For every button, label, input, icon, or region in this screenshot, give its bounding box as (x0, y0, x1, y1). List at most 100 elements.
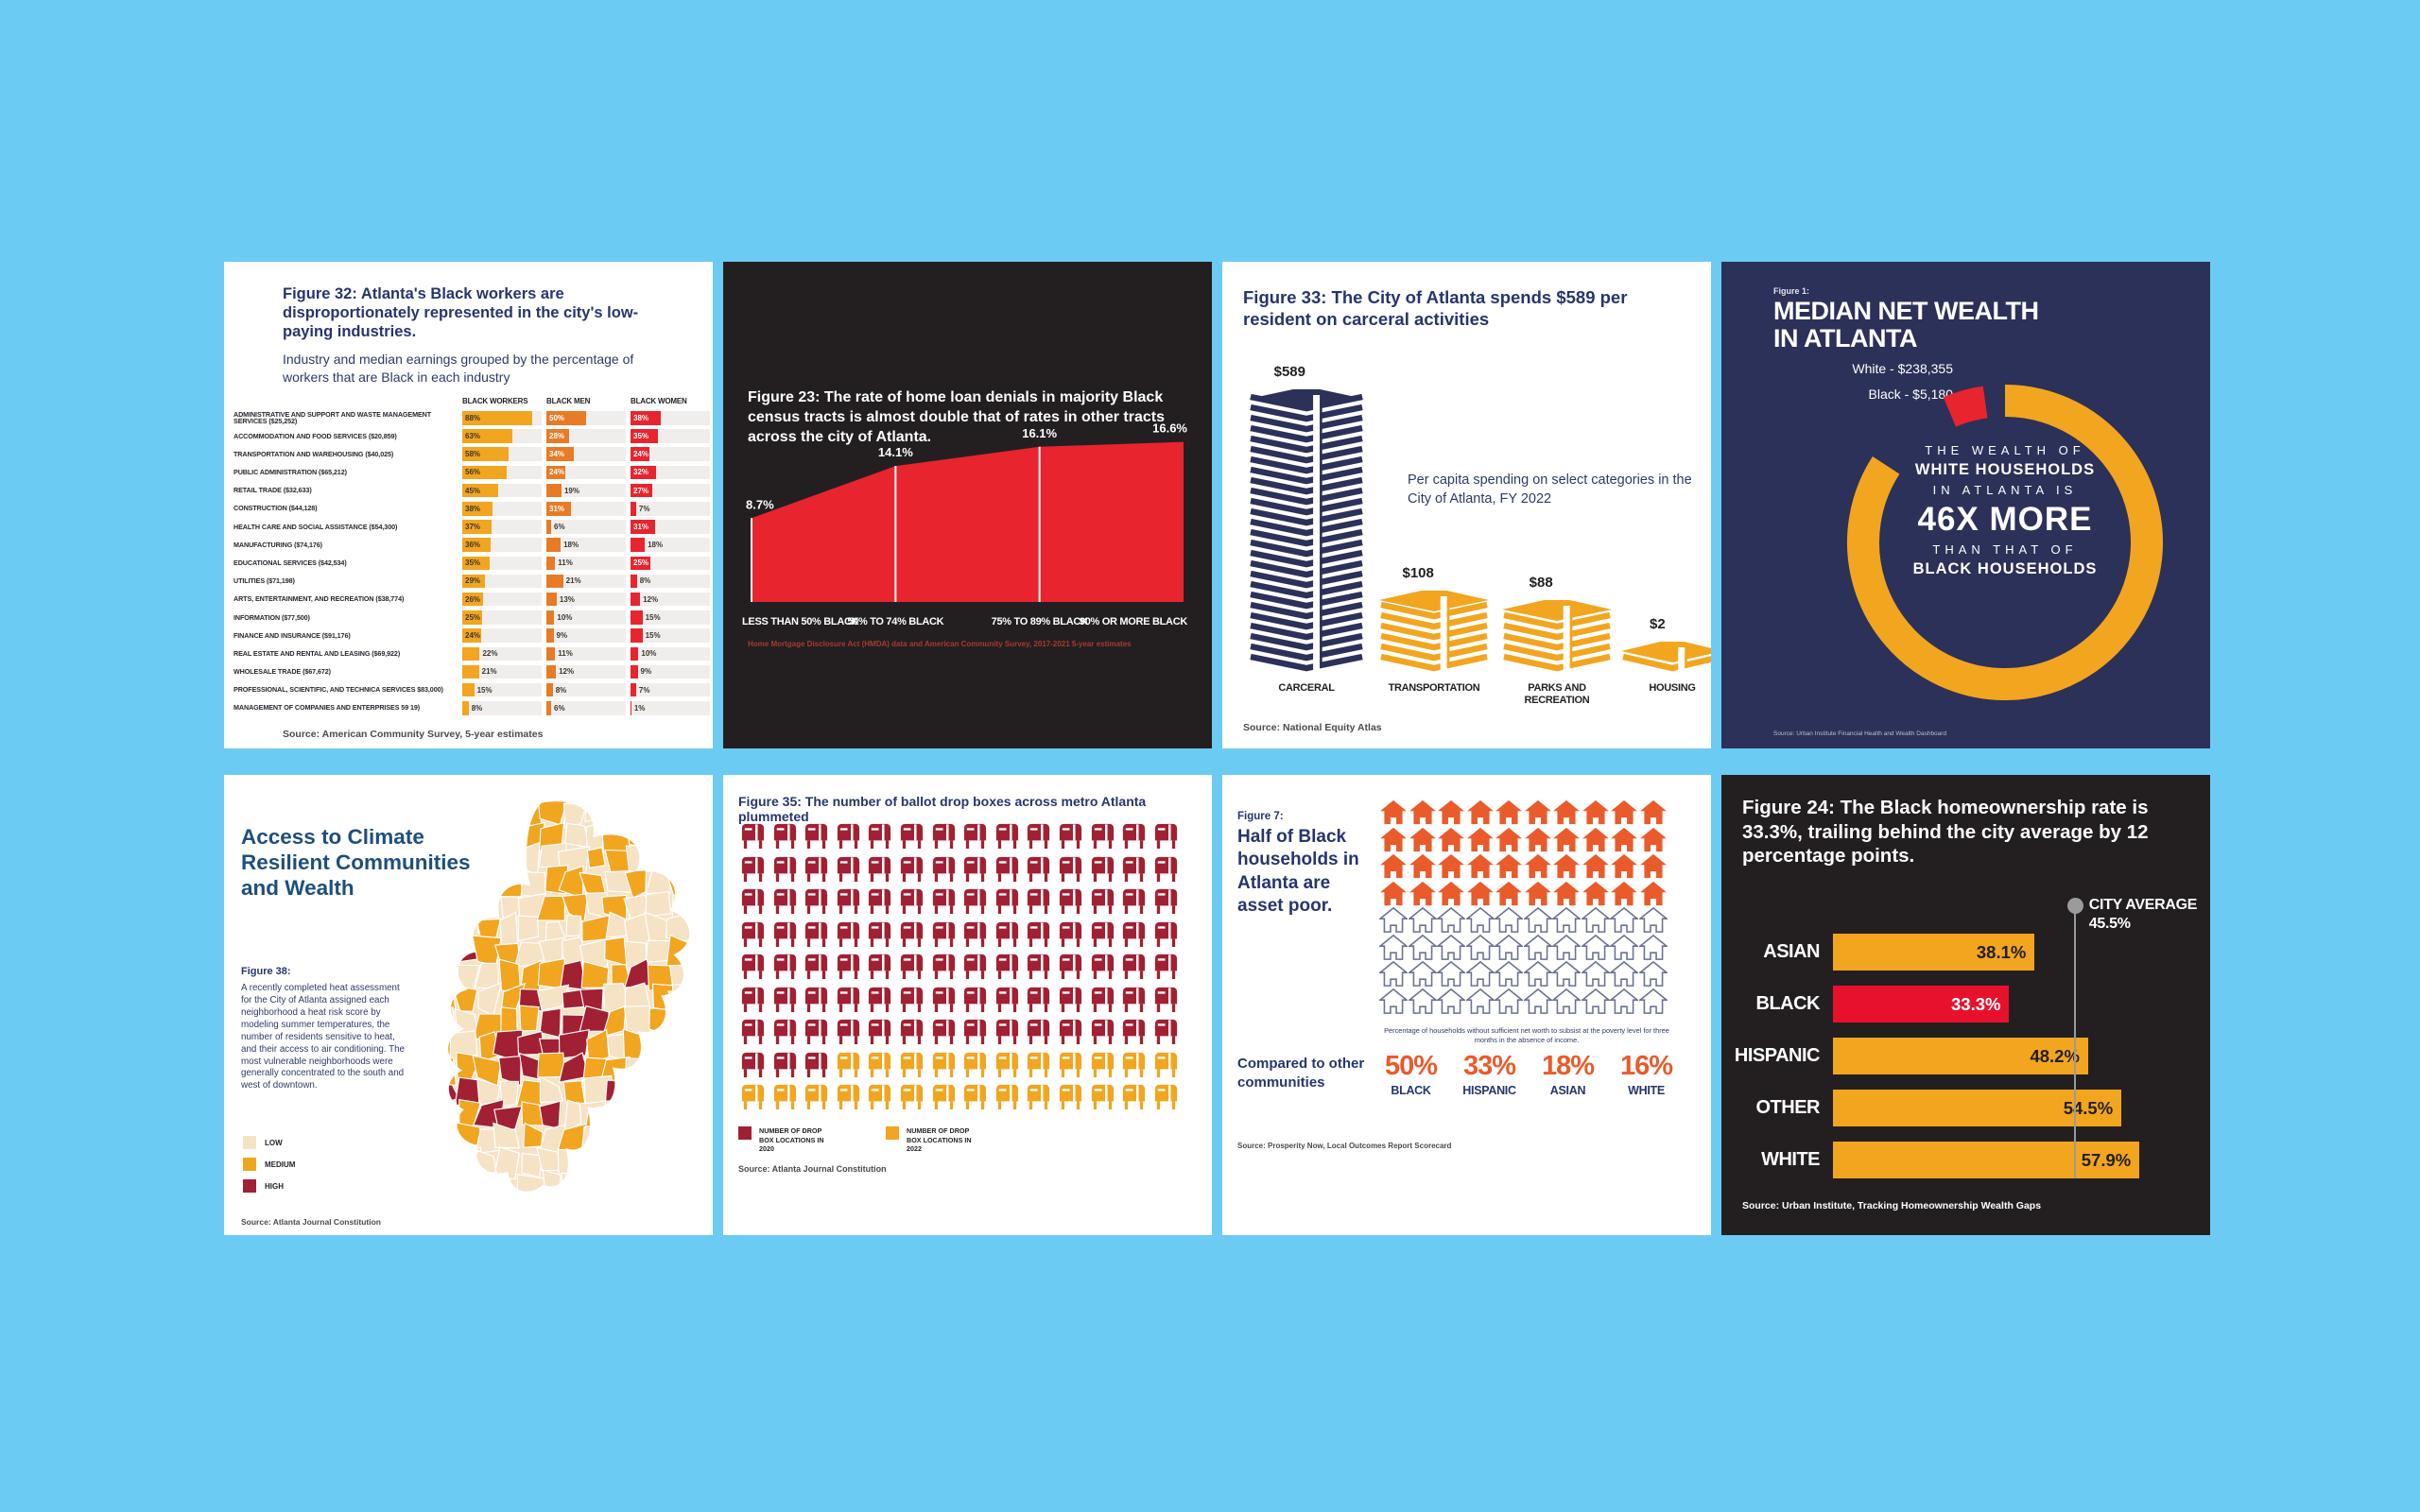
map-cell (602, 1125, 628, 1153)
house-icon (1438, 827, 1464, 851)
map-cell (647, 1122, 674, 1158)
bar (631, 411, 661, 425)
map-cell (472, 869, 502, 896)
wealth-legend: White - $238,355 Black - $5,180 (1852, 356, 1953, 408)
map-cell (493, 803, 525, 823)
bar (462, 664, 479, 679)
dropbox-icon (1059, 987, 1082, 1012)
asset-poor-stats: 50% BLACK 33% HISPANIC 18% ASIAN 16% WHITE (1372, 1051, 1685, 1097)
bar-value-label: 7% (638, 685, 650, 695)
industry-bar-cell: 12% (546, 664, 631, 679)
bar-track (631, 646, 710, 662)
industry-bar-cell: 21% (462, 664, 546, 679)
panel-dropboxes: Figure 35: The number of ballot drop box… (723, 775, 1212, 1235)
bar-track (546, 701, 626, 715)
industry-row: ADMINISTRATIVE AND SUPPORT AND WASTE MAN… (233, 409, 713, 427)
house-icon (1466, 827, 1494, 851)
bar-value-label: 45% (465, 486, 481, 495)
map-cell (582, 1196, 606, 1217)
dropbox-icon (1059, 856, 1082, 882)
map-cell (447, 800, 457, 827)
bar (546, 701, 552, 715)
money-stack: $2 HOUSING (1621, 616, 1711, 694)
dropbox-icon (773, 954, 796, 980)
dropbox-icon (1154, 1019, 1177, 1045)
industry-row: ARTS, ENTERTAINMENT, AND RECREATION ($38… (233, 591, 713, 609)
bar-value-label: 6% (554, 703, 565, 713)
dropbox-icon (805, 823, 828, 850)
industry-bar-cell: 32% (631, 465, 713, 480)
house-icon (1638, 934, 1668, 960)
bar-value-label: 18% (648, 541, 664, 550)
dropbox-icon (837, 1019, 859, 1045)
map-cell (668, 1147, 691, 1178)
map-cell (668, 821, 691, 852)
bar (546, 610, 555, 625)
map-cell (499, 1080, 520, 1108)
asset-poor-figure-label: Figure 7: (1237, 811, 1284, 822)
map-cell (645, 802, 674, 830)
col-black-workers: BLACK WORKERS (462, 396, 528, 405)
dropbox-icon (995, 987, 1018, 1012)
dropbox-icon (805, 1052, 828, 1077)
house-icon (1379, 907, 1408, 933)
wealth-donut-chart (1847, 385, 2163, 700)
bar (462, 574, 486, 589)
map-cell (536, 984, 570, 1011)
industry-bar-cell: 37% (462, 520, 546, 534)
dropbox-icon (1123, 954, 1146, 980)
house-icon (1466, 799, 1494, 825)
bar (631, 483, 652, 498)
bar (546, 682, 553, 697)
dropbox-icon (1059, 1019, 1082, 1045)
bar-value-label: 8% (471, 703, 483, 713)
industry-bar-cell: 22% (462, 646, 546, 662)
dropbox-icon (805, 888, 828, 915)
wealth-center-text: THE WEALTH OF WHITE HOUSEHOLDS IN ATLANT… (1912, 443, 2098, 577)
stat-item: 18% ASIAN (1529, 1051, 1607, 1097)
industry-bar-cell: 29% (462, 574, 546, 589)
map-cell (650, 1076, 676, 1110)
industry-bar-cell: 34% (546, 447, 631, 461)
bar: 54.5% (1833, 1090, 2122, 1126)
dropbox-icon (1059, 888, 1082, 915)
industry-row-label: PUBLIC ADMINISTRATION ($65,212) (233, 468, 347, 477)
house-icon (1638, 961, 1668, 987)
house-icon (1553, 799, 1580, 825)
dropbox-icon (1123, 1019, 1146, 1045)
map-cell (667, 1128, 691, 1155)
industry-row: INFORMATION ($77,500) 25% 10% 15% (233, 609, 713, 627)
dropbox-icon (900, 987, 924, 1012)
map-cell (471, 890, 499, 918)
bar-value-label: 15% (645, 612, 661, 622)
panel-industry: Figure 32: Atlanta's Black workers are d… (224, 262, 713, 748)
industry-bar-cell: 15% (462, 682, 546, 697)
industry-bar-cell: 31% (631, 520, 713, 534)
bar-value-label: 19% (563, 486, 579, 495)
bar (462, 465, 508, 480)
bar-value-label: 26% (465, 594, 481, 604)
area-point-value: 16.1% (1022, 426, 1057, 440)
map-cell (604, 1146, 629, 1176)
panel-homeownership: Figure 24: The Black homeownership rate … (1721, 775, 2210, 1235)
dropbox-icon (1059, 954, 1082, 980)
map-cell (498, 1055, 522, 1087)
bar-track (546, 483, 626, 498)
dropbox-icon (773, 1052, 796, 1077)
dropbox-icon (1154, 921, 1177, 947)
industry-subtitle: Industry and median earnings grouped by … (283, 352, 634, 385)
dropbox-icon (1091, 954, 1114, 980)
map-cell (625, 1057, 654, 1084)
dropbox-icon (995, 856, 1018, 882)
bar (546, 429, 569, 443)
bar-value-label: 32% (633, 468, 649, 477)
industry-bar-cell: 1% (631, 701, 713, 715)
house-icon (1408, 988, 1437, 1014)
dropbox-icon (741, 823, 765, 850)
bar-value-label: 10% (557, 612, 573, 622)
map-cell (452, 1171, 479, 1193)
bar-value-label: 27% (633, 486, 649, 495)
carceral-title: Figure 33: The City of Atlanta spends $5… (1243, 287, 1628, 330)
dropbox-icon (1154, 954, 1177, 980)
dropbox-icon (1123, 921, 1146, 947)
